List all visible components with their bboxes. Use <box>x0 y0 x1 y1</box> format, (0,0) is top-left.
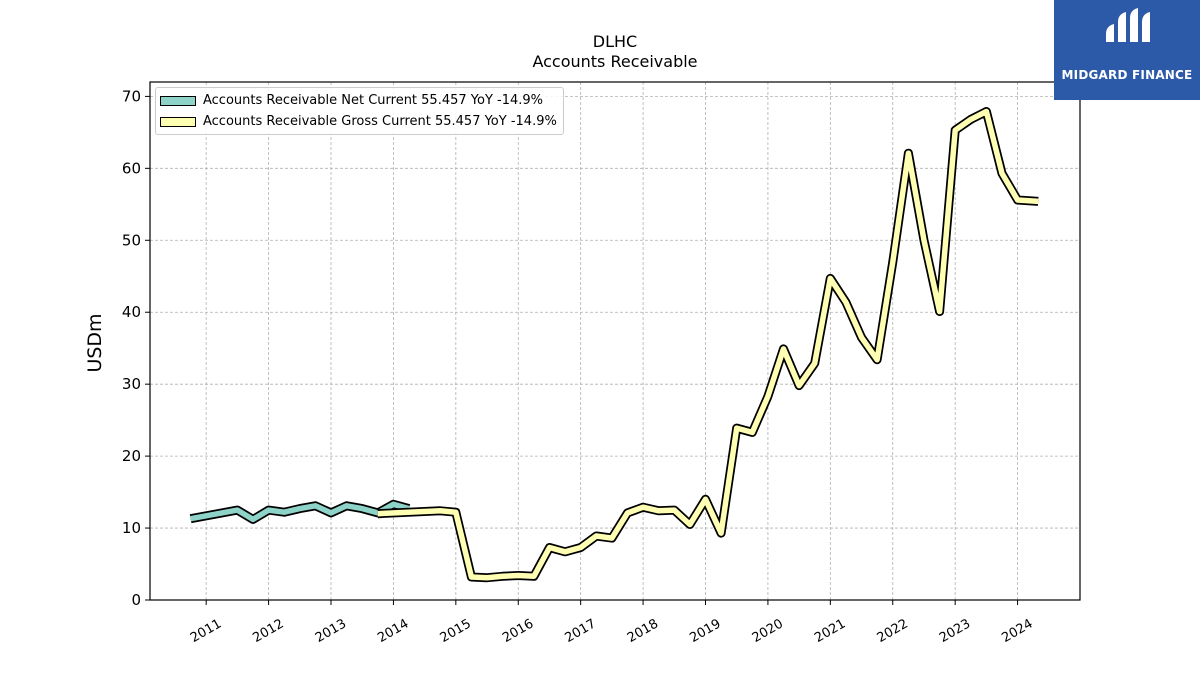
x-tick-label: 2011 <box>188 616 224 646</box>
brand-logo: MIDGARD FINANCE <box>1054 0 1200 100</box>
y-tick-label: 40 <box>122 303 141 321</box>
y-tick-label: 0 <box>131 591 141 609</box>
x-tick-label: 2021 <box>812 616 848 646</box>
legend-label-gross: Accounts Receivable Gross Current 55.457… <box>203 114 557 129</box>
grid-lines <box>150 82 1080 601</box>
y-tick-label: 10 <box>122 519 141 537</box>
legend-item-gross: Accounts Receivable Gross Current 55.457… <box>160 111 557 132</box>
y-axis-label: USDm <box>84 313 106 373</box>
x-tick-label: 2024 <box>999 616 1035 646</box>
chart-subtitle: Accounts Receivable <box>532 52 698 71</box>
x-tick-label: 2020 <box>750 616 786 646</box>
x-tick-label: 2012 <box>250 616 286 646</box>
x-tick-label: 2019 <box>687 616 723 646</box>
series-layer <box>189 107 1039 583</box>
x-tick-label: 2022 <box>875 616 911 646</box>
series-net-current <box>189 499 411 524</box>
series-gross-current <box>377 107 1039 583</box>
legend-swatch-net <box>160 95 196 106</box>
y-tick-label: 70 <box>122 87 141 105</box>
chart-title: DLHC <box>592 32 638 51</box>
x-tick-label: 2013 <box>313 616 349 646</box>
y-tick-label: 30 <box>122 375 141 393</box>
x-tick-label: 2014 <box>375 616 411 646</box>
x-tick-label: 2016 <box>500 616 536 646</box>
y-tick-label: 50 <box>122 231 141 249</box>
x-tick-label: 2018 <box>625 616 661 646</box>
plot-frame <box>149 81 1081 601</box>
x-tick-label: 2015 <box>438 616 474 646</box>
legend-swatch-gross <box>160 116 196 127</box>
x-tick-label: 2023 <box>937 616 973 646</box>
x-tick-label: 2017 <box>563 616 599 646</box>
logo-text: MIDGARD FINANCE <box>1061 68 1193 82</box>
axis-ticks: 0 10 20 30 40 50 60 70 2011 2012 2013 2014 2015 2016 2… <box>122 87 1036 646</box>
legend: Accounts Receivable Net Current 55.457 Y… <box>155 87 564 135</box>
y-tick-label: 20 <box>122 447 141 465</box>
y-tick-label: 60 <box>122 159 141 177</box>
legend-label-net: Accounts Receivable Net Current 55.457 Y… <box>203 93 544 108</box>
legend-item-net: Accounts Receivable Net Current 55.457 Y… <box>160 90 557 111</box>
logo-mark-icon <box>1106 8 1150 42</box>
series-line <box>377 108 1039 581</box>
